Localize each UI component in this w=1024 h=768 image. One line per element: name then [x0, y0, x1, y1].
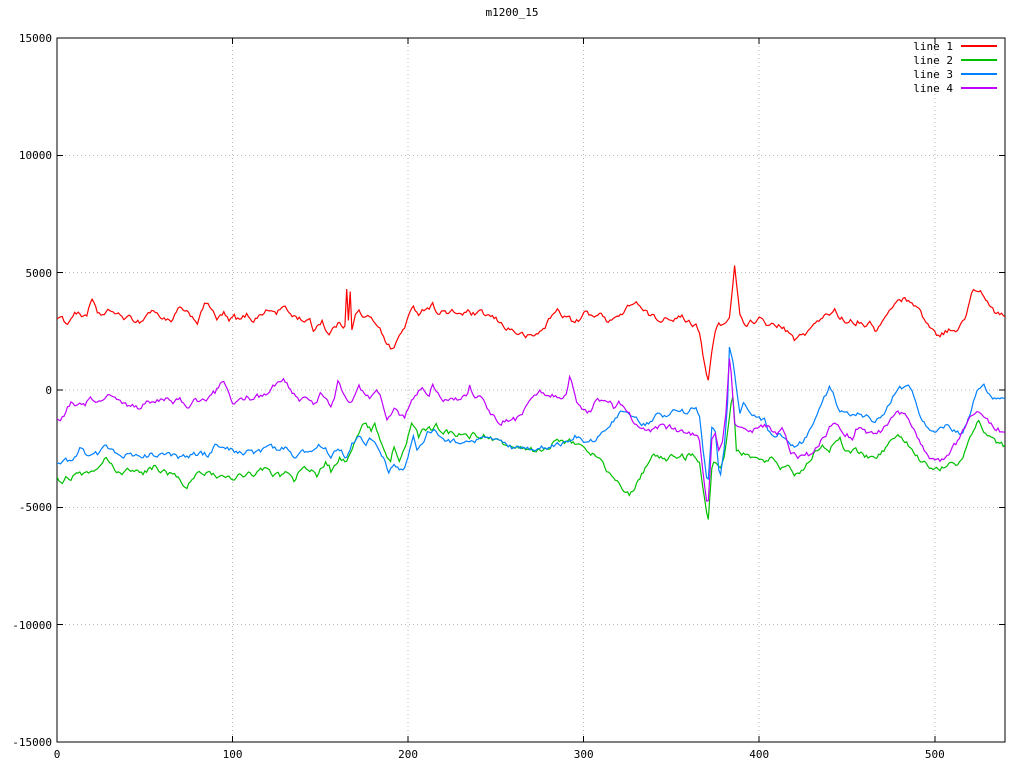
x-tick-label: 200: [398, 748, 419, 761]
series-line-4: [57, 358, 1005, 502]
legend-sample-line: [961, 73, 997, 75]
legend-label: line 3: [913, 67, 953, 81]
chart-title: m1200_15: [485, 6, 539, 19]
legend-label: line 2: [913, 53, 953, 67]
plot-border: [56, 37, 1006, 743]
legend-label: line 4: [913, 81, 953, 95]
series-line-1: [57, 265, 1005, 381]
legend-row: line 1: [913, 39, 997, 53]
legend-row: line 2: [913, 53, 997, 67]
legend-sample-line: [961, 45, 997, 47]
y-tick-label: 5000: [25, 266, 53, 280]
y-tick-label: -15000: [12, 736, 52, 749]
legend-sample-line: [961, 59, 997, 61]
y-tick-label: -5000: [18, 501, 52, 515]
legend-row: line 4: [913, 81, 997, 95]
y-tick-label: -10000: [12, 618, 52, 632]
legend-row: line 3: [913, 67, 997, 81]
y-tick-label: 15000: [18, 32, 52, 45]
x-tick-label: 300: [573, 748, 594, 761]
x-tick-label: 0: [53, 748, 61, 761]
legend: line 1 line 2 line 3 line 4: [913, 39, 997, 95]
y-tick-label: 0: [45, 384, 52, 397]
legend-sample-line: [961, 87, 997, 89]
y-tick-label: 10000: [18, 149, 52, 163]
x-tick-label: 400: [749, 748, 770, 761]
x-tick-label: 100: [222, 748, 243, 761]
series-line-3: [57, 347, 1005, 481]
series-line-2: [57, 396, 1005, 520]
x-tick-label: 500: [924, 748, 945, 761]
legend-label: line 1: [913, 39, 953, 53]
